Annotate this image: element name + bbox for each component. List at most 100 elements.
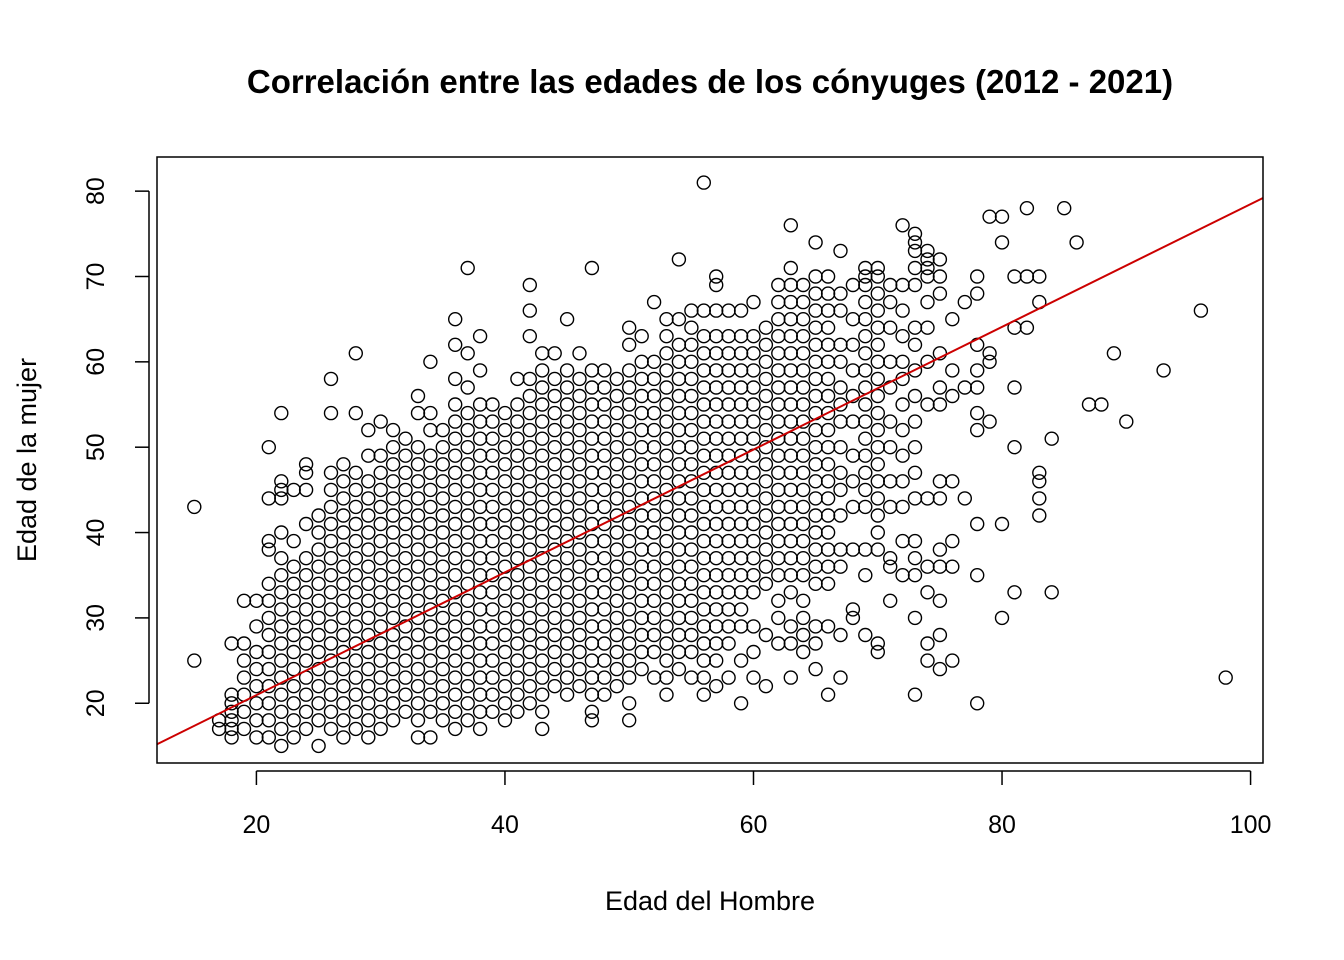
data-point bbox=[448, 602, 463, 617]
data-point bbox=[634, 457, 649, 472]
data-point bbox=[373, 653, 388, 668]
data-point bbox=[348, 721, 363, 737]
data-point bbox=[820, 542, 836, 557]
data-point bbox=[497, 593, 513, 608]
data-point bbox=[286, 593, 301, 608]
data-point bbox=[261, 533, 276, 549]
data-point bbox=[771, 414, 786, 429]
data-point bbox=[559, 380, 575, 395]
data-point bbox=[895, 303, 910, 318]
data-point bbox=[559, 448, 575, 463]
data-point bbox=[746, 551, 761, 566]
data-point bbox=[286, 679, 301, 694]
data-point bbox=[622, 653, 637, 668]
data-point bbox=[559, 585, 575, 600]
data-point bbox=[348, 499, 363, 515]
data-point bbox=[597, 499, 612, 515]
data-point bbox=[845, 414, 861, 429]
data-point bbox=[609, 679, 624, 694]
data-point bbox=[783, 516, 798, 532]
data-point bbox=[348, 704, 363, 719]
data-point bbox=[845, 337, 861, 352]
data-point bbox=[497, 713, 513, 728]
data-point bbox=[1032, 491, 1047, 506]
data-point bbox=[584, 414, 600, 429]
data-point bbox=[497, 474, 513, 489]
data-point bbox=[323, 499, 339, 515]
data-point bbox=[771, 448, 786, 463]
data-point bbox=[622, 696, 637, 711]
data-point bbox=[696, 499, 711, 515]
data-point bbox=[634, 627, 649, 643]
data-point bbox=[982, 414, 997, 429]
data-point bbox=[410, 730, 426, 745]
data-point bbox=[485, 653, 500, 668]
plot-frame bbox=[156, 156, 1264, 764]
data-point bbox=[733, 329, 749, 344]
data-point bbox=[423, 670, 438, 685]
data-point bbox=[187, 653, 202, 668]
data-point bbox=[932, 380, 948, 395]
data-point bbox=[597, 380, 612, 395]
data-point bbox=[609, 542, 624, 557]
data-point bbox=[758, 576, 774, 591]
data-point bbox=[932, 252, 948, 267]
data-point bbox=[435, 576, 450, 591]
data-point bbox=[721, 397, 736, 412]
data-point bbox=[348, 346, 363, 361]
data-point bbox=[584, 585, 600, 600]
data-point bbox=[460, 508, 475, 523]
data-point bbox=[261, 713, 276, 728]
data-point bbox=[684, 525, 699, 540]
data-point bbox=[535, 516, 550, 532]
data-point bbox=[783, 533, 798, 549]
data-point bbox=[746, 414, 761, 429]
data-point bbox=[261, 576, 276, 591]
data-point bbox=[274, 568, 289, 583]
data-point bbox=[423, 516, 438, 532]
data-point bbox=[224, 636, 239, 651]
data-point bbox=[410, 644, 426, 660]
data-point bbox=[907, 235, 923, 250]
data-point bbox=[597, 602, 612, 617]
data-point bbox=[361, 525, 376, 540]
data-point bbox=[423, 405, 438, 421]
data-point bbox=[646, 422, 662, 438]
data-point bbox=[808, 303, 823, 318]
data-point bbox=[671, 627, 687, 643]
data-point bbox=[634, 559, 649, 574]
data-point bbox=[733, 696, 749, 711]
data-point bbox=[410, 627, 426, 643]
data-point bbox=[646, 354, 662, 369]
data-point bbox=[982, 354, 997, 369]
data-point bbox=[920, 585, 935, 600]
data-point bbox=[410, 559, 426, 574]
data-point bbox=[460, 593, 475, 608]
data-point bbox=[460, 644, 475, 660]
data-point bbox=[883, 440, 898, 455]
data-point bbox=[373, 687, 388, 702]
data-point bbox=[1044, 585, 1059, 600]
data-point bbox=[274, 738, 289, 754]
data-point bbox=[1019, 320, 1035, 335]
data-point bbox=[746, 397, 761, 412]
data-point bbox=[535, 704, 550, 719]
data-point bbox=[920, 636, 935, 651]
data-point bbox=[385, 474, 401, 489]
data-point bbox=[435, 508, 450, 523]
data-point bbox=[522, 405, 537, 421]
data-point bbox=[907, 363, 923, 378]
data-point bbox=[510, 448, 525, 463]
data-point bbox=[820, 474, 836, 489]
data-point bbox=[361, 559, 376, 574]
data-point bbox=[472, 482, 488, 498]
data-point bbox=[361, 610, 376, 626]
y-tick-label: 20 bbox=[82, 689, 110, 717]
data-point bbox=[783, 465, 798, 480]
data-point bbox=[274, 636, 289, 651]
data-point bbox=[448, 551, 463, 566]
data-point bbox=[472, 619, 488, 634]
data-point bbox=[274, 525, 289, 540]
data-point bbox=[684, 670, 699, 685]
data-point bbox=[385, 661, 401, 677]
